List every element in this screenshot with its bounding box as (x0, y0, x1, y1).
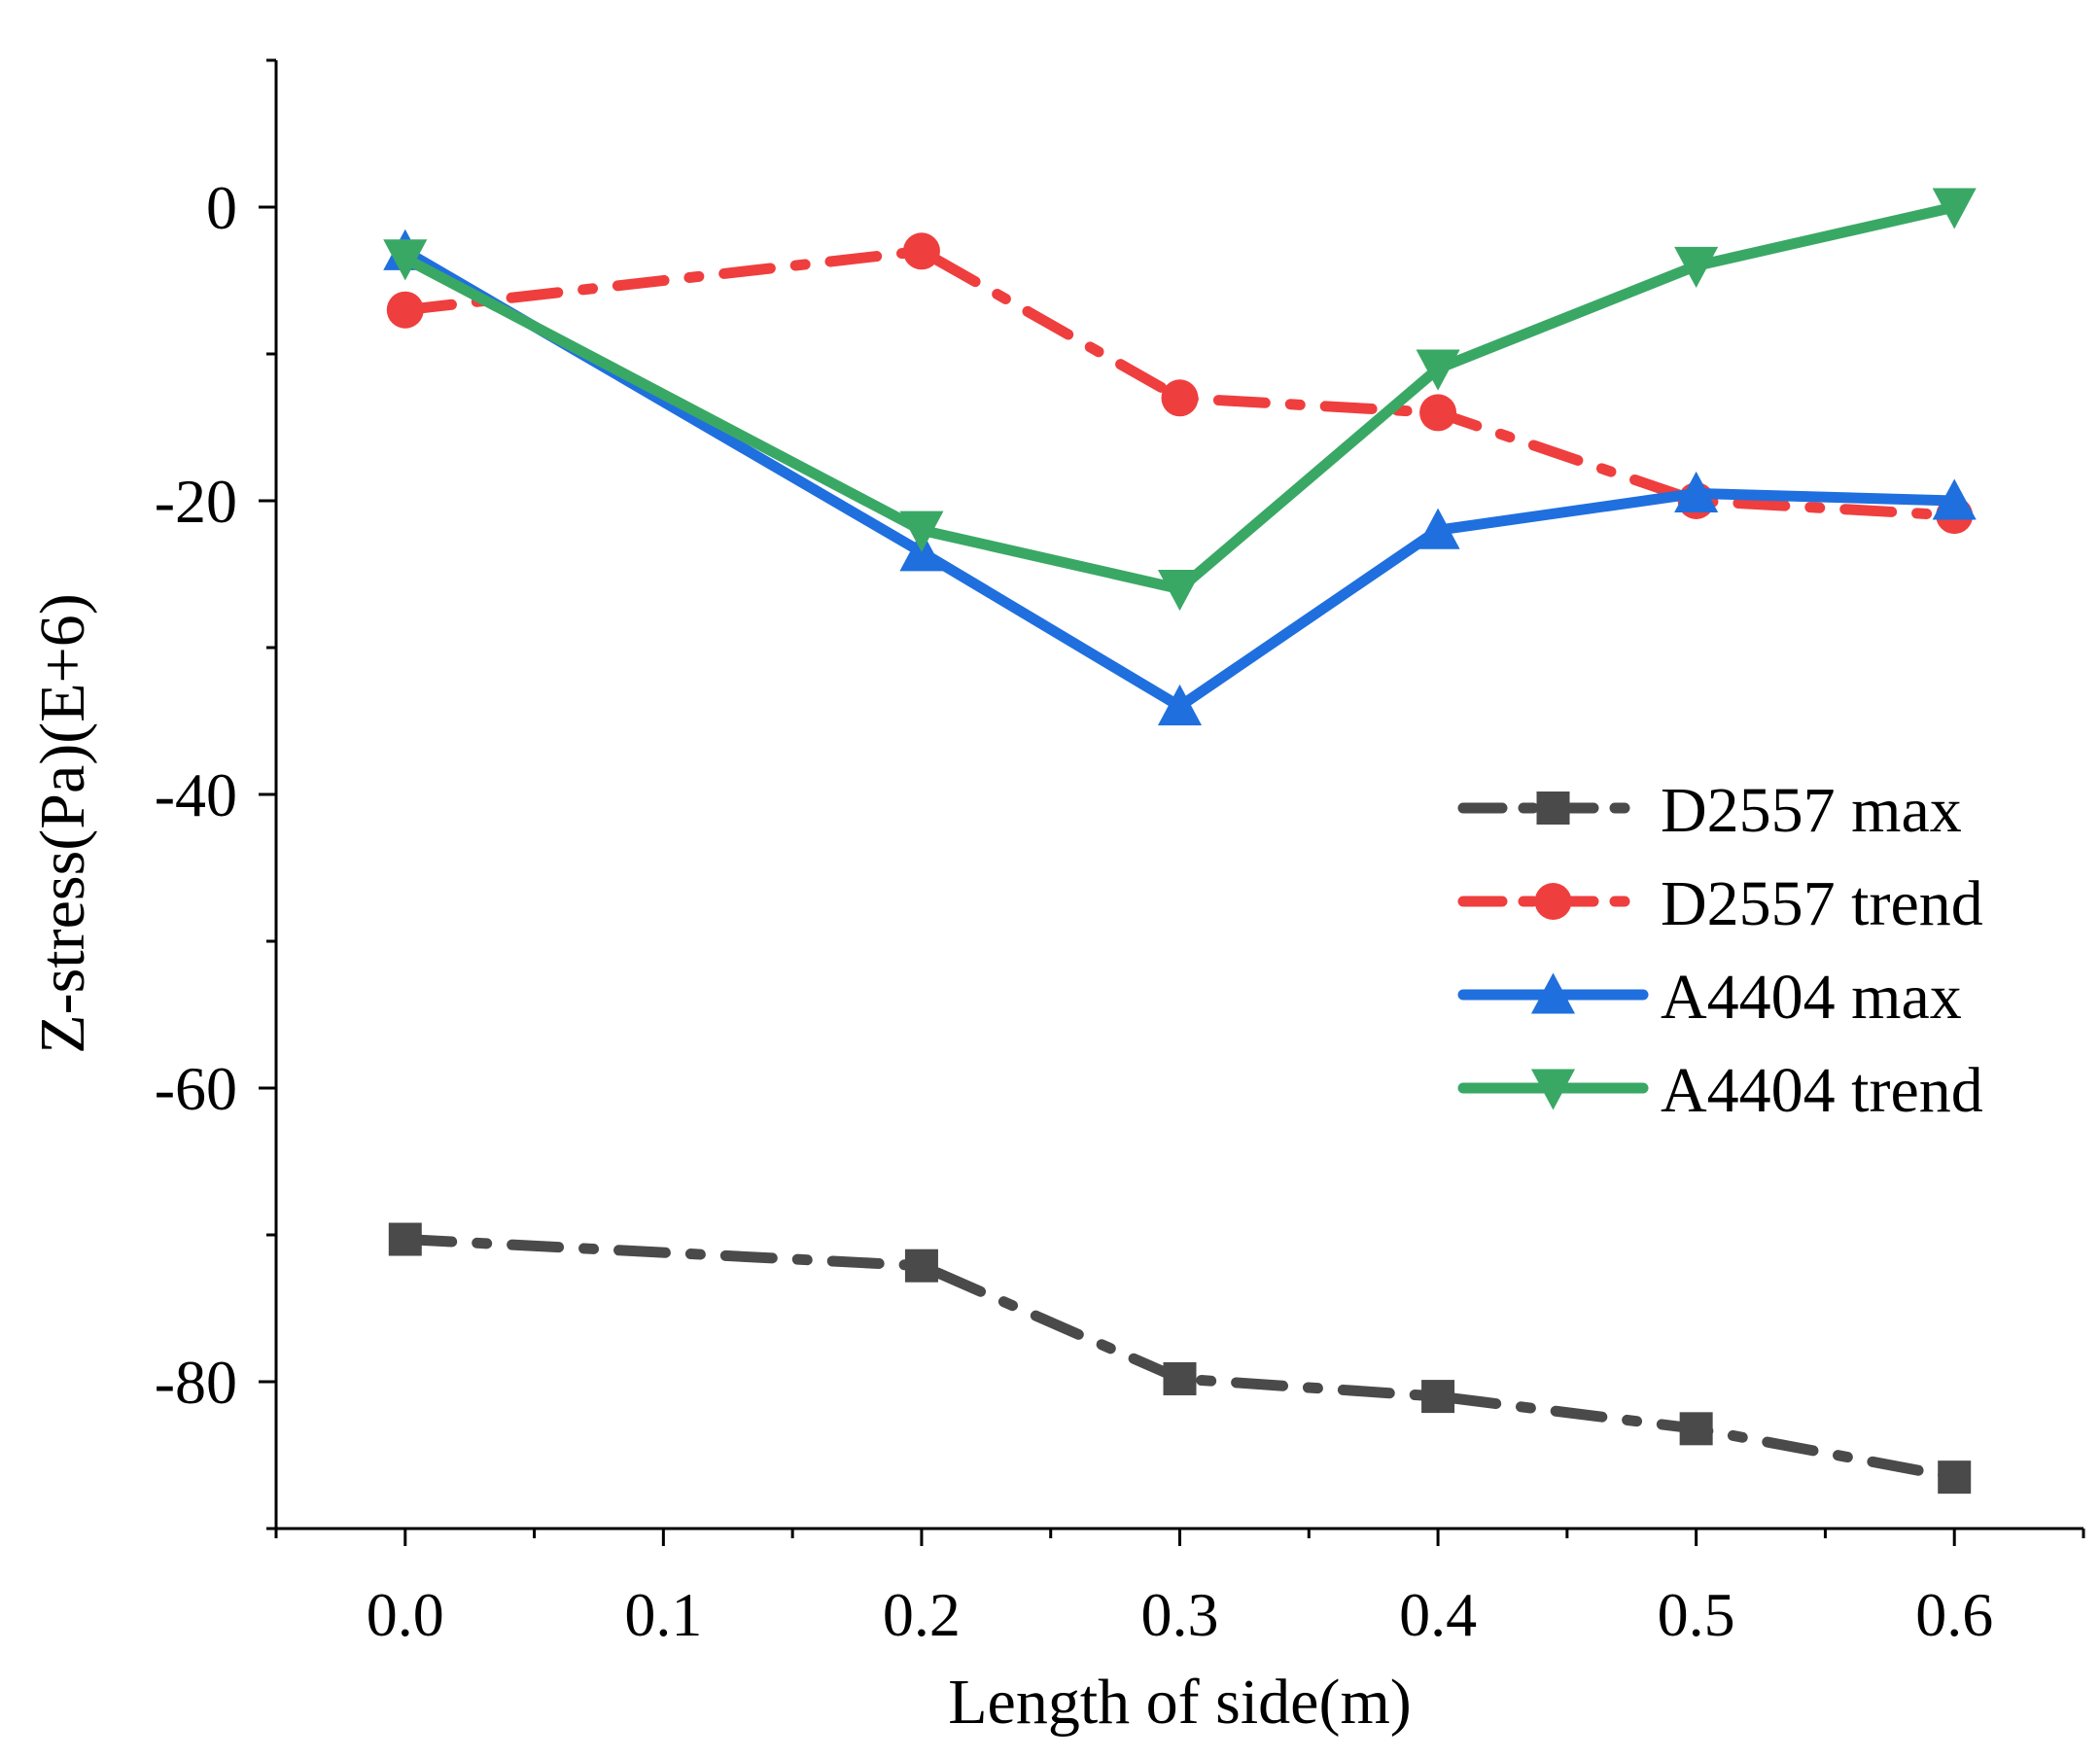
axes: 0 -20 -40 -60 -80 0.0 0.1 0.2 0.3 0.4 0.5 0.6 (155, 58, 2085, 1649)
data-point (1932, 188, 1977, 229)
data-point (1157, 684, 1203, 725)
data-point (1157, 570, 1203, 612)
data-point (1679, 1412, 1713, 1446)
legend: D2557 max D2557 trend A4404 max A4404 trend (1457, 775, 1983, 1126)
legend-marker (1530, 1069, 1576, 1110)
legend-label: A4404 trend (1661, 1055, 1983, 1126)
data-point (1674, 471, 1719, 512)
data-point (383, 239, 428, 281)
legend-marker (1536, 792, 1570, 825)
data-point (1416, 349, 1460, 391)
x-tick-label: 0.5 (1658, 1580, 1735, 1649)
legend-item: A4404 trend (1457, 1055, 1983, 1126)
data-point (1419, 394, 1457, 432)
legend-item: A4404 max (1457, 962, 1962, 1033)
data-point (904, 1249, 938, 1283)
series-line (400, 1234, 1960, 1483)
series-line (400, 245, 1960, 712)
y-tick-label: 0 (206, 173, 237, 242)
x-tick-label: 0.3 (1141, 1580, 1219, 1649)
x-tick-label: 0.1 (624, 1580, 702, 1649)
data-point (386, 291, 424, 329)
legend-item: D2557 max (1457, 775, 1962, 846)
series-line (400, 245, 1960, 521)
y-tick-label: -20 (155, 467, 237, 536)
y-axis-label: Z-stress(Pa)(E+6) (27, 593, 98, 1053)
data-point (1932, 478, 1977, 520)
legend-marker (1534, 883, 1572, 920)
x-tick-label: 0.4 (1399, 1580, 1477, 1649)
data-point (388, 1222, 422, 1256)
data-point (1421, 1380, 1455, 1414)
legend-item: D2557 trend (1457, 868, 1983, 939)
plot-area (383, 188, 1977, 1495)
series-line (400, 201, 1960, 595)
data-point (1938, 1460, 1972, 1495)
legend-label: A4404 max (1661, 962, 1962, 1033)
data-point (902, 232, 940, 270)
data-point (1674, 246, 1719, 288)
series-a4404-trend (383, 188, 1977, 612)
x-tick-label: 0.6 (1915, 1580, 1993, 1649)
y-tick-label: -60 (155, 1054, 237, 1123)
legend-label: D2557 max (1661, 775, 1962, 846)
x-tick-label: 0.0 (367, 1580, 444, 1649)
data-point (1163, 1361, 1197, 1395)
data-point (899, 510, 944, 552)
y-tick-label: -80 (155, 1348, 237, 1417)
legend-marker (1530, 972, 1576, 1014)
y-tick-label: -40 (155, 760, 237, 829)
x-tick-label: 0.2 (883, 1580, 961, 1649)
legend-label: D2557 trend (1661, 868, 1983, 939)
series-a4404-max (383, 229, 1977, 725)
data-point (1416, 508, 1460, 549)
series-d2557-max (388, 1222, 1972, 1495)
x-axis-label: Length of side(m) (948, 1667, 1412, 1738)
data-point (1161, 379, 1199, 417)
